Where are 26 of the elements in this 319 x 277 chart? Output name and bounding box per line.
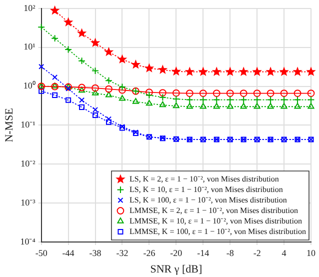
x-tick-label: -8 [226, 248, 234, 258]
legend-label: LMMSE, K = 10, ε = 1 − 10⁻², von Mises distribution [129, 216, 302, 226]
x-tick-label: 10 [306, 248, 316, 258]
y-tick-label: 10⁰ [23, 80, 36, 91]
legend-label: LS, K = 100, ε = 1 − 10⁻², von Mises distribution [129, 195, 287, 204]
x-axis-title: SNR γ [dB] [150, 263, 202, 276]
legend-label: LMMSE, K = 2, ε = 1 − 10⁻², von Mises distribution [129, 206, 298, 215]
x-tick-label: -44 [62, 248, 75, 258]
x-tick-label: -50 [35, 248, 48, 258]
y-axis-title: N-MSE [3, 108, 16, 142]
x-tick-label: -2 [253, 248, 261, 258]
y-tick-label: 10⁻² [20, 158, 36, 168]
y-tick-label: 10¹ [24, 42, 36, 52]
legend-label: LS, K = 10, ε = 1 − 10⁻², von Mises distribution [129, 184, 283, 194]
x-tick-label: -26 [143, 248, 156, 258]
x-tick-label: -32 [116, 248, 128, 258]
legend-label: LMMSE, K = 100, ε = 1 − 10⁻², von Mises distribution [129, 226, 306, 236]
x-tick-label: -20 [170, 248, 183, 258]
legend-label: LS, K = 2, ε = 1 − 10⁻², von Mises distribution [129, 174, 279, 184]
y-tick-label: 10⁻¹ [20, 120, 36, 130]
y-tick-label: 10⁻³ [20, 197, 36, 208]
y-tick-label: 10⁻⁴ [20, 236, 36, 246]
x-tick-label: 4 [282, 248, 287, 258]
x-tick-label: -38 [89, 248, 102, 258]
y-tick-label: 10² [24, 2, 36, 13]
x-tick-label: -14 [197, 248, 210, 258]
